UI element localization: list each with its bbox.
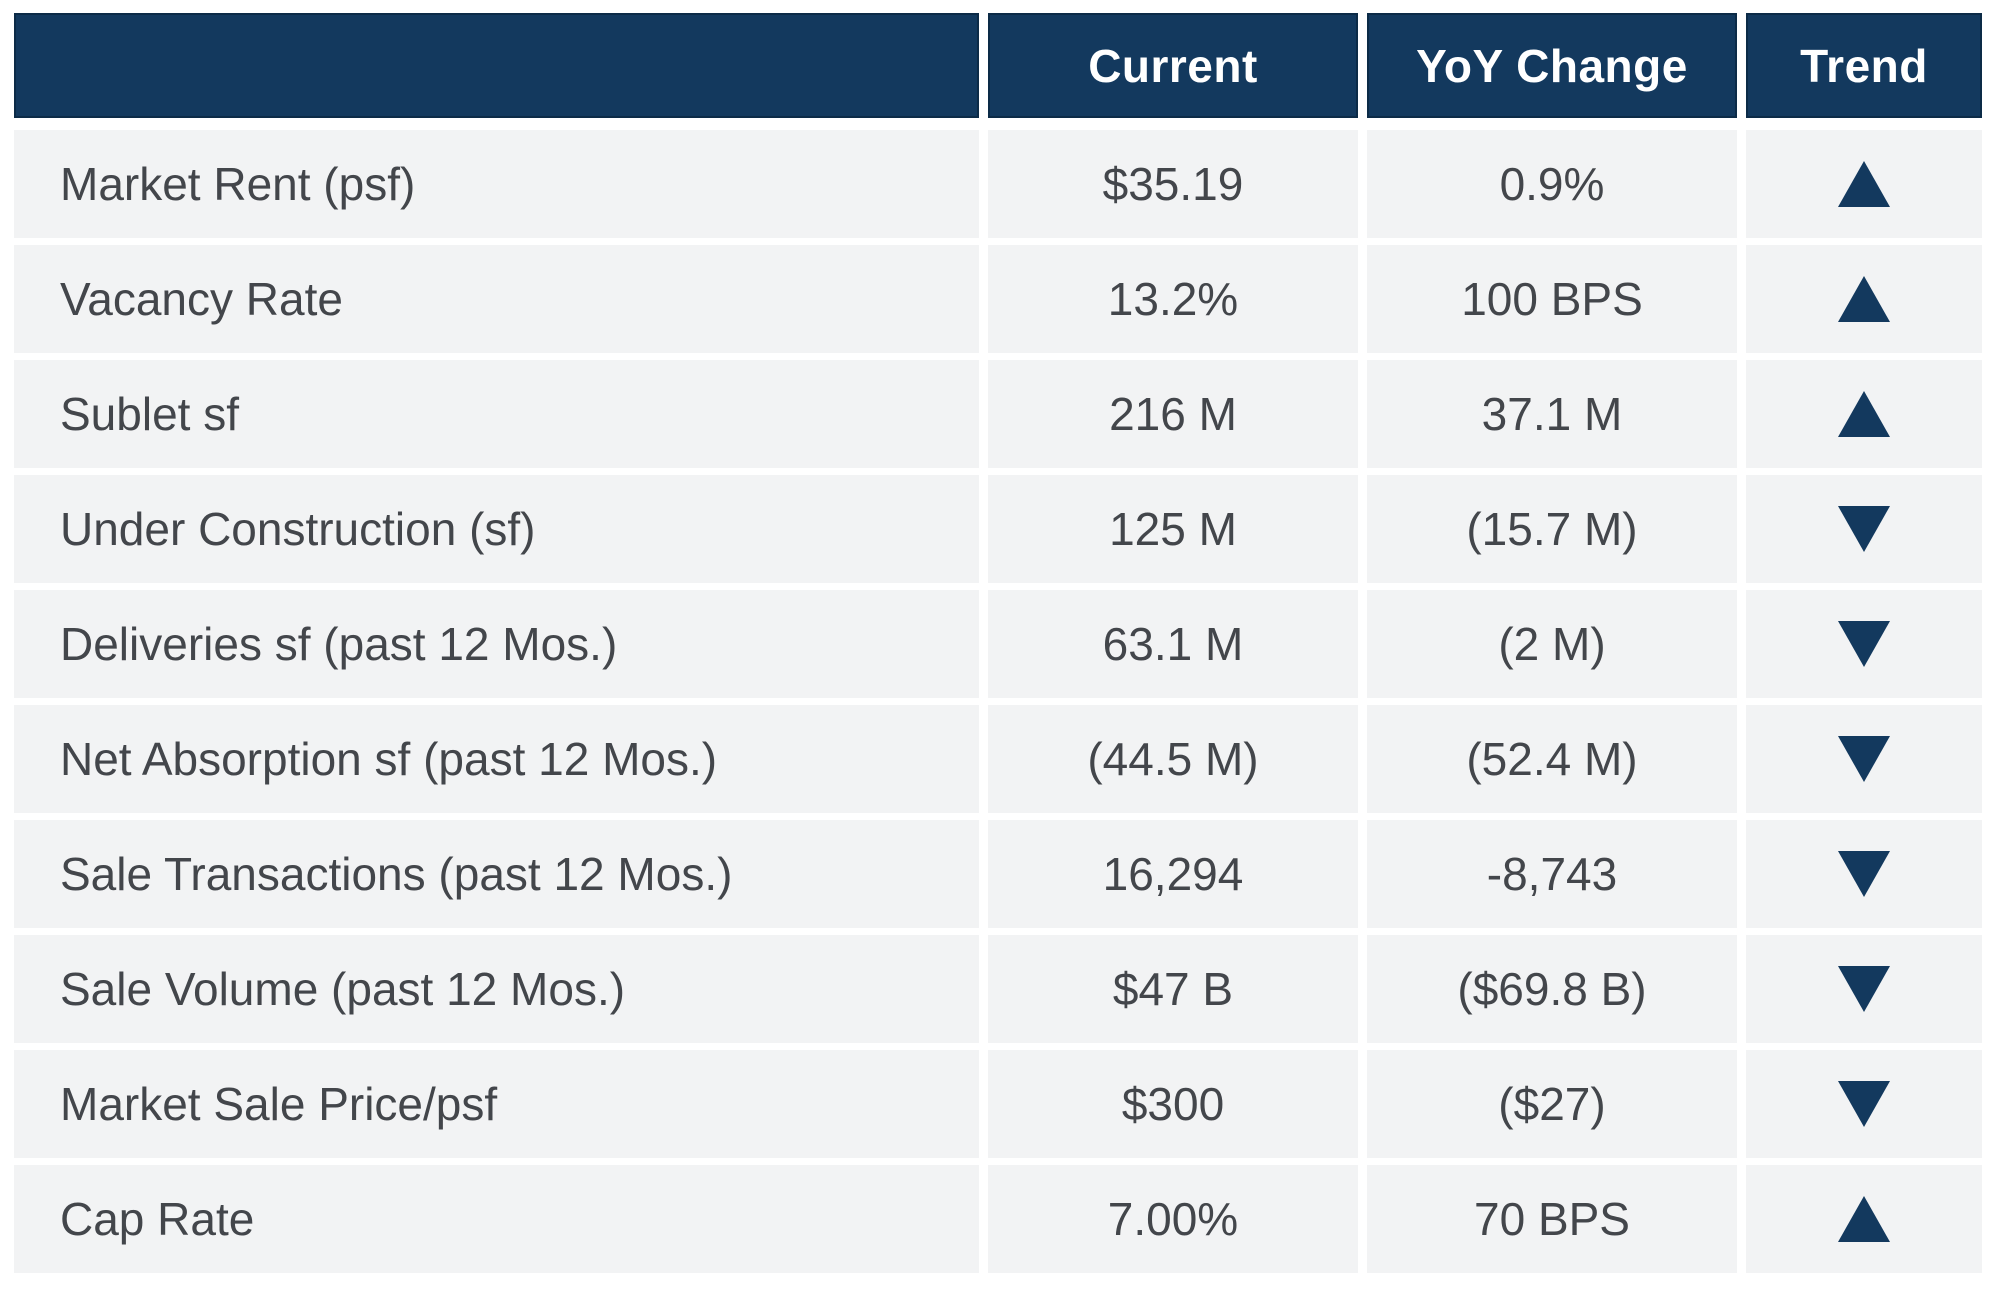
trend-down-icon <box>1838 851 1890 897</box>
table-row: Market Sale Price/psf $300 ($27) <box>14 1050 1982 1158</box>
row-label: Sublet sf <box>14 360 979 468</box>
row-current-value: (44.5 M) <box>988 705 1358 813</box>
table-body: Market Rent (psf) $35.19 0.9% Vacancy Ra… <box>14 130 1982 1273</box>
row-trend-cell <box>1746 1165 1982 1273</box>
row-trend-cell <box>1746 245 1982 353</box>
row-current-value: 216 M <box>988 360 1358 468</box>
row-yoy-value: 37.1 M <box>1367 360 1737 468</box>
table-row: Vacancy Rate 13.2% 100 BPS <box>14 245 1982 353</box>
header-cell-yoy-change: YoY Change <box>1367 13 1737 118</box>
row-current-value: $47 B <box>988 935 1358 1043</box>
market-stats-table: Current YoY Change Trend Market Rent (ps… <box>14 13 1982 1273</box>
table-row: Sale Transactions (past 12 Mos.) 16,294 … <box>14 820 1982 928</box>
trend-down-icon <box>1838 736 1890 782</box>
table-row: Cap Rate 7.00% 70 BPS <box>14 1165 1982 1273</box>
row-label: Market Rent (psf) <box>14 130 979 238</box>
row-trend-cell <box>1746 475 1982 583</box>
trend-down-icon <box>1838 621 1890 667</box>
row-trend-cell <box>1746 1050 1982 1158</box>
row-label: Deliveries sf (past 12 Mos.) <box>14 590 979 698</box>
row-yoy-value: -8,743 <box>1367 820 1737 928</box>
header-cell-label <box>14 13 979 118</box>
row-yoy-value: 100 BPS <box>1367 245 1737 353</box>
table-header-row: Current YoY Change Trend <box>14 13 1982 118</box>
row-current-value: 16,294 <box>988 820 1358 928</box>
row-label: Cap Rate <box>14 1165 979 1273</box>
row-yoy-value: (52.4 M) <box>1367 705 1737 813</box>
row-label: Under Construction (sf) <box>14 475 979 583</box>
row-label: Sale Volume (past 12 Mos.) <box>14 935 979 1043</box>
table-row: Sale Volume (past 12 Mos.) $47 B ($69.8 … <box>14 935 1982 1043</box>
row-current-value: 13.2% <box>988 245 1358 353</box>
row-trend-cell <box>1746 705 1982 813</box>
row-current-value: 125 M <box>988 475 1358 583</box>
row-current-value: $300 <box>988 1050 1358 1158</box>
trend-up-icon <box>1838 161 1890 207</box>
row-label: Market Sale Price/psf <box>14 1050 979 1158</box>
row-label: Vacancy Rate <box>14 245 979 353</box>
header-cell-trend: Trend <box>1746 13 1982 118</box>
row-current-value: $35.19 <box>988 130 1358 238</box>
row-yoy-value: (2 M) <box>1367 590 1737 698</box>
trend-up-icon <box>1838 1196 1890 1242</box>
row-trend-cell <box>1746 360 1982 468</box>
table-row: Net Absorption sf (past 12 Mos.) (44.5 M… <box>14 705 1982 813</box>
row-label: Sale Transactions (past 12 Mos.) <box>14 820 979 928</box>
row-label: Net Absorption sf (past 12 Mos.) <box>14 705 979 813</box>
table-row: Under Construction (sf) 125 M (15.7 M) <box>14 475 1982 583</box>
row-yoy-value: ($27) <box>1367 1050 1737 1158</box>
trend-up-icon <box>1838 391 1890 437</box>
trend-down-icon <box>1838 1081 1890 1127</box>
row-trend-cell <box>1746 590 1982 698</box>
table-row: Market Rent (psf) $35.19 0.9% <box>14 130 1982 238</box>
header-cell-current: Current <box>988 13 1358 118</box>
row-trend-cell <box>1746 935 1982 1043</box>
trend-down-icon <box>1838 506 1890 552</box>
row-current-value: 7.00% <box>988 1165 1358 1273</box>
row-yoy-value: ($69.8 B) <box>1367 935 1737 1043</box>
trend-up-icon <box>1838 276 1890 322</box>
row-yoy-value: (15.7 M) <box>1367 475 1737 583</box>
table-row: Sublet sf 216 M 37.1 M <box>14 360 1982 468</box>
trend-down-icon <box>1838 966 1890 1012</box>
row-yoy-value: 0.9% <box>1367 130 1737 238</box>
row-yoy-value: 70 BPS <box>1367 1165 1737 1273</box>
row-trend-cell <box>1746 130 1982 238</box>
row-trend-cell <box>1746 820 1982 928</box>
row-current-value: 63.1 M <box>988 590 1358 698</box>
table-row: Deliveries sf (past 12 Mos.) 63.1 M (2 M… <box>14 590 1982 698</box>
